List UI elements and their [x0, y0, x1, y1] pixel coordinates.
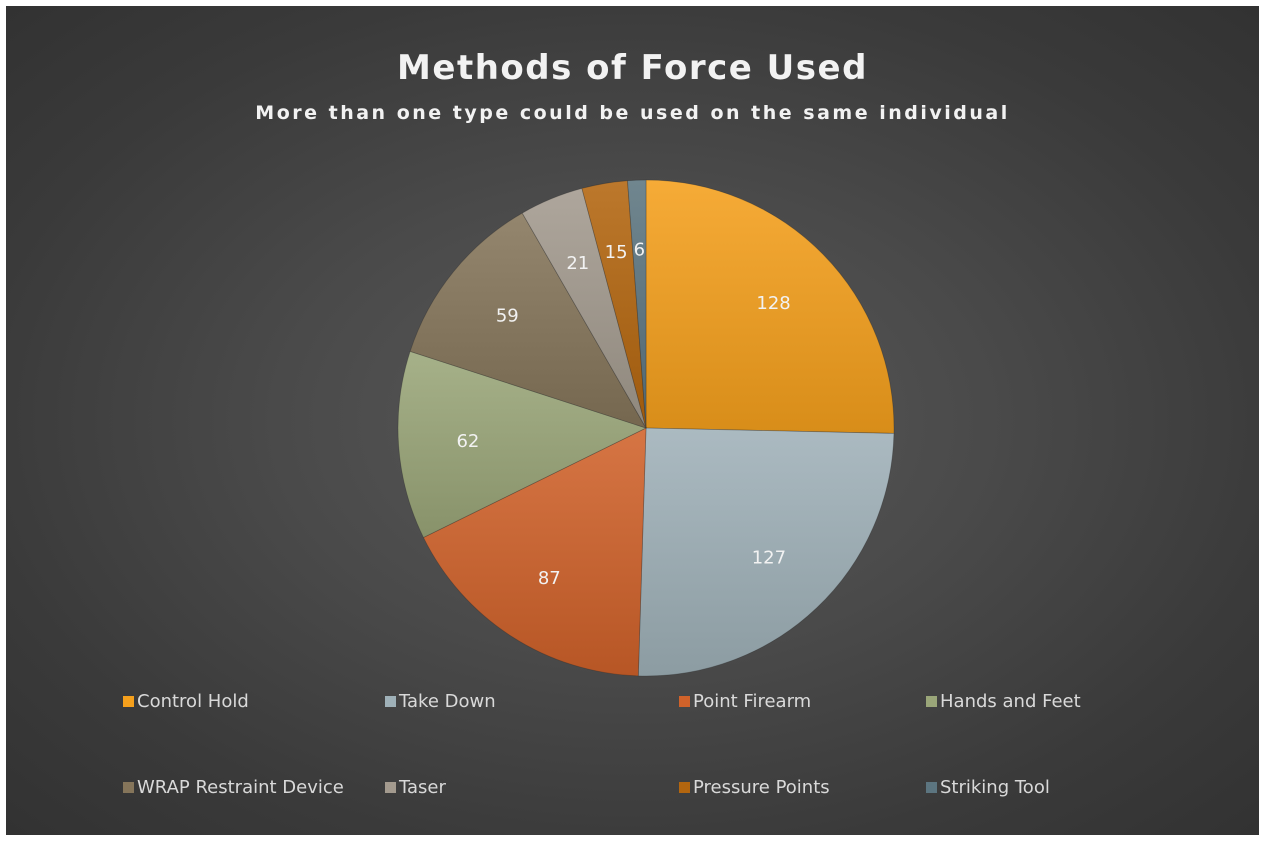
chart-subtitle: More than one type could be used on the … — [255, 102, 1010, 124]
pie-slice-striking-tool — [627, 179, 647, 429]
legend-swatch — [679, 781, 690, 793]
chart-area: Methods of Force Used More than one type… — [6, 6, 1259, 835]
pie-slice-pressure-points — [581, 180, 647, 429]
legend-item: Point Firearm — [679, 689, 811, 713]
pie-slice-take-down — [637, 427, 895, 677]
legend-swatch — [926, 695, 937, 707]
legend-item: Pressure Points — [679, 775, 830, 799]
data-label: 128 — [756, 293, 790, 314]
legend-swatch — [123, 695, 134, 707]
legend-item: Taser — [385, 775, 446, 799]
legend-item: Hands and Feet — [926, 689, 1081, 713]
data-label: 87 — [538, 568, 561, 589]
pie-slice-hands-and-feet — [397, 350, 648, 539]
data-label: 6 — [634, 240, 645, 261]
pie-slice-control-hold — [645, 179, 895, 434]
pie-chart: 128 127 87 62 59 21 15 6 — [397, 179, 895, 677]
data-label: 21 — [566, 253, 589, 274]
legend-swatch — [123, 781, 134, 793]
legend-label: Taser — [399, 776, 446, 798]
data-label: 127 — [752, 548, 786, 569]
legend-label: Hands and Feet — [940, 690, 1081, 712]
legend-label: Control Hold — [137, 690, 249, 712]
pie-slice-point-firearm — [422, 427, 647, 677]
legend-label: WRAP Restraint Device — [137, 776, 344, 798]
legend-label: Pressure Points — [693, 776, 830, 798]
legend-swatch — [385, 781, 396, 793]
legend-label: Striking Tool — [940, 776, 1050, 798]
legend-item: Control Hold — [123, 689, 249, 713]
legend-label: Point Firearm — [693, 690, 812, 712]
legend-swatch — [385, 695, 396, 707]
pie-slice-wrap-restraint-device — [409, 212, 647, 429]
legend-label: Take Down — [399, 690, 496, 712]
legend-swatch — [679, 695, 690, 707]
data-label: 59 — [496, 306, 519, 327]
data-label: 15 — [605, 242, 628, 263]
legend-item: WRAP Restraint Device — [123, 775, 344, 799]
legend-swatch — [926, 781, 937, 793]
chart-title: Methods of Force Used — [397, 48, 868, 88]
legend-item: Take Down — [385, 689, 496, 713]
legend-item: Striking Tool — [926, 775, 1050, 799]
pie-slice-taser — [521, 187, 647, 429]
data-label: 62 — [456, 431, 479, 452]
